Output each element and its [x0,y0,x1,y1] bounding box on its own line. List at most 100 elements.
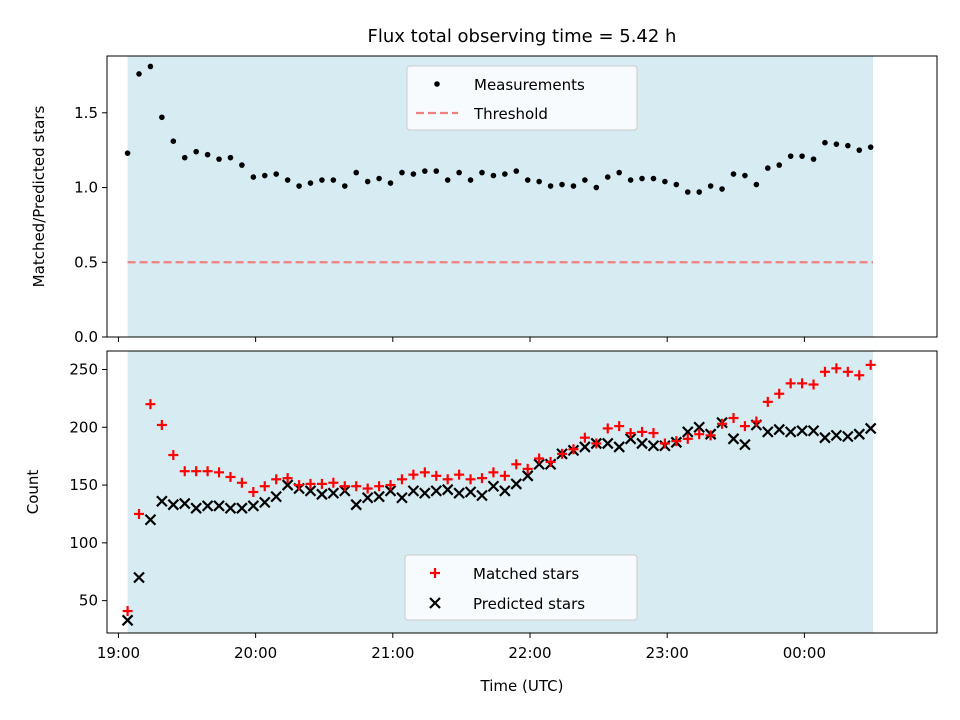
matched-star-point [614,421,625,432]
measurement-point [456,169,462,176]
matched-star-point [214,467,225,478]
top-legend-box [406,65,638,131]
predicted-star-point [316,488,328,501]
predicted-star-point [178,497,191,510]
matched-star-point [134,508,145,519]
top-legend: Measurements Threshold [406,65,638,131]
matched-star-point [545,456,556,467]
measurement-points [124,63,874,195]
predicted-star-point [784,426,797,438]
matched-star-point [271,474,282,485]
predicted-star-point [156,495,168,508]
y-tick-label: 0.5 [74,253,98,271]
predicted-star-point [819,431,831,444]
matched-star-point [374,481,385,492]
matched-star-point [751,416,762,427]
matched-star-point [865,359,876,370]
measurement-point [764,165,771,171]
predicted-star-point [830,429,843,442]
matched-star-point [454,469,465,480]
measurement-point [216,156,222,162]
measurement-point [147,63,154,70]
matched-star-point [671,436,682,447]
x-tick-label: 20:00 [234,644,277,662]
measurement-point [239,162,245,168]
x-tick-label: 00:00 [783,644,826,662]
predicted-star-point [247,500,260,512]
predicted-star-point [853,428,866,440]
matched-star-point [408,469,419,480]
measurement-point [284,177,291,183]
matched-star-point [557,448,568,459]
measurement-point [639,175,645,182]
matched-star-point [236,477,247,488]
predicted-star-point [224,502,237,514]
matched-star-point [328,477,339,488]
measurement-point [136,71,142,77]
measurement-point [696,189,703,195]
predicted-star-point [453,487,465,499]
measurement-point [753,181,760,188]
measurement-point [467,177,474,183]
chart-title: Flux total observing time = 5.42 h [368,26,677,47]
matched-star-point [762,396,773,407]
predicted-star-point [396,492,408,504]
matched-star-point [637,426,648,437]
predicted-star-point [613,441,625,453]
measurement-point [673,181,680,188]
measurement-point [353,169,360,176]
measurement-point [181,154,188,161]
predicted-star-point [258,496,271,509]
matched-star-point [499,470,510,481]
predicted-star-point [647,439,660,452]
matched-star-point [122,606,133,617]
matched-star-point [156,419,167,430]
legend-predicted-marker [429,597,441,609]
predicted-star-point [384,485,397,497]
matched-star-point [579,432,590,443]
measurement-point [387,180,394,186]
x-tick-label: 22:00 [508,644,551,662]
measurement-point [627,177,634,183]
measurement-point [776,162,783,168]
x-tick-label: 23:00 [646,644,689,662]
matched-star-point [819,366,830,377]
predicted-star-point [773,423,786,436]
predicted-star-point [521,470,534,482]
predicted-star-point [842,430,854,443]
measurement-point [524,177,531,183]
legend-measurements-marker [434,81,440,87]
matched-star-point [202,466,213,477]
matched-star-point [431,470,442,481]
x-tick-label: 19:00 [97,644,140,662]
bottom-legend-box [404,554,638,621]
measurement-point [330,177,337,183]
matched-star-point [785,378,796,389]
predicted-star-point [304,485,317,497]
measurement-point [159,114,165,121]
matched-star-point [168,450,179,461]
measurement-point [730,171,737,177]
y-tick-label: 0.0 [74,328,98,346]
predicted-star-point [739,438,751,451]
bottom-axis-ticks: 19:00 20:00 21:00 22:00 23:00 00:00 50 100 150 20… [69,360,826,662]
y-tick-label: 250 [69,360,98,378]
matched-star-point [305,478,316,489]
predicted-star-point [727,433,740,445]
matched-star-point [225,471,236,482]
legend-measurements-label: Measurements [474,76,585,94]
measurement-point [662,178,668,185]
predicted-star-point [464,486,477,498]
measurement-point [444,177,451,183]
predicted-star-point [121,614,134,627]
y-tick-label: 1.5 [74,104,98,122]
predicted-star-point [864,422,877,435]
measurement-point [742,172,748,179]
legend-threshold-label: Threshold [473,105,548,123]
matched-star-point [739,421,750,432]
measurement-point [193,148,199,155]
predicted-star-point [419,487,431,499]
measurement-point [684,189,691,195]
matched-star-point [774,388,785,399]
matched-star-point [465,474,476,485]
